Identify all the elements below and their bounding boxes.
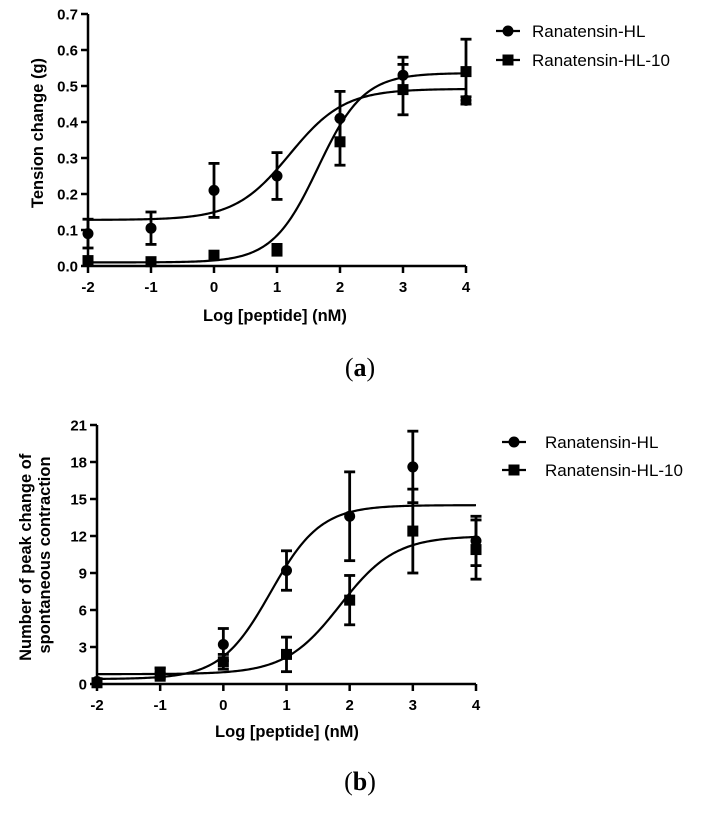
panel-b-y-axis-title: Number of peak change of spontaneous con… <box>17 449 54 661</box>
panel-a-point-square <box>460 66 472 78</box>
panel-a-point-circle <box>271 170 283 182</box>
panel-a-legend-circle-marker <box>502 25 514 37</box>
panel-a-point-circle <box>145 222 157 234</box>
panel-b-x-tick-label: 2 <box>345 697 353 714</box>
panel-a-point-square <box>397 84 409 96</box>
panel-a-caption-open: ( <box>345 353 354 382</box>
panel-a-legend-label-2: Ranatensin-HL-10 <box>532 51 670 70</box>
panel-a-point-square <box>145 256 157 268</box>
panel-a-point-square <box>271 244 283 256</box>
panel-b-point-square <box>344 594 356 606</box>
panel-b-y-axis-title-line-2: spontaneous contraction <box>36 456 54 653</box>
panel-a-x-tick-label: 4 <box>462 279 471 296</box>
panel-b-x-tick-label: -1 <box>153 697 166 714</box>
panel-b-point-square <box>407 525 419 537</box>
panel-b-point-circle <box>407 461 419 473</box>
panel-b-legend: Ranatensin-HL Ranatensin-HL-10 <box>502 433 683 480</box>
panel-a-chart: 0.0 0.1 0.2 0.3 0.4 0.5 0.6 0.7 -2 -1 0 1 2 3 4 Tensio… <box>29 7 670 383</box>
panel-b-y-tick-label: 15 <box>70 492 87 509</box>
panel-b-legend-circle-marker <box>508 436 520 448</box>
panel-b-x-tick-label: -2 <box>90 697 103 714</box>
panel-a-y-tick-label: 0.3 <box>57 151 78 168</box>
panel-b-legend-label-1: Ranatensin-HL <box>545 433 658 452</box>
panel-a-y-tick-label: 0.1 <box>57 223 78 240</box>
panel-a-caption-letter: a <box>354 353 367 382</box>
panel-a-y-tick-label: 0.6 <box>57 43 78 60</box>
panel-b-y-tick-label: 0 <box>79 677 87 694</box>
panel-a-x-tick-label: 0 <box>210 279 218 296</box>
panel-b-point-square <box>470 544 482 556</box>
panel-b-y-tick-label: 12 <box>70 529 87 546</box>
panel-a-y-tick-label: 0.5 <box>57 79 78 96</box>
panel-b-x-tick-label: 4 <box>472 697 481 714</box>
panel-a-x-tick-label: 2 <box>336 279 344 296</box>
panel-a-x-tick-label: -2 <box>81 279 94 296</box>
panel-a-legend: Ranatensin-HL Ranatensin-HL-10 <box>496 22 670 70</box>
panel-a-y-tick-label: 0.0 <box>57 259 78 276</box>
panel-b-y-axis-title-line-1: Number of peak change of <box>17 453 35 661</box>
panel-a-legend-square-marker <box>502 54 514 66</box>
panel-b-x-tick-label: 3 <box>409 697 417 714</box>
panel-a-marks <box>82 37 472 268</box>
panel-a-x-tick-label: -1 <box>144 279 157 296</box>
panel-a-point-square <box>334 136 346 148</box>
panel-a-point-circle <box>208 184 220 196</box>
panel-a-y-tick-label: 0.2 <box>57 187 78 204</box>
panel-a-x-axis-title: Log [peptide] (nM) <box>203 307 347 325</box>
panel-b-x-tick-label: 1 <box>282 697 290 714</box>
panel-b-caption-close: ) <box>367 767 376 796</box>
panel-b-point-circle <box>344 510 356 522</box>
panel-a-caption: (a) <box>345 353 375 382</box>
panel-b-caption: (b) <box>344 767 376 796</box>
panel-a-y-tick-label: 0.4 <box>57 115 79 132</box>
panel-b-point-square <box>281 648 292 660</box>
panel-a-caption-close: ) <box>367 353 376 382</box>
panel-a-y-axis-title: Tension change (g) <box>29 58 47 208</box>
panel-a-x-tick-label: 1 <box>273 279 281 296</box>
panel-b-y-tick-label: 18 <box>70 455 87 472</box>
panel-b-point-square <box>154 668 166 680</box>
panel-b-marks <box>91 429 482 689</box>
panel-a-y-tick-label: 0.7 <box>57 7 78 24</box>
panel-a-legend-label-1: Ranatensin-HL <box>532 22 645 41</box>
panel-b-caption-letter: b <box>353 767 367 796</box>
panel-b-point-square <box>217 656 229 668</box>
panel-b-x-axis-title: Log [peptide] (nM) <box>215 723 359 741</box>
panel-b-y-tick-label: 6 <box>79 603 87 620</box>
panel-a-x-tick-label: 3 <box>399 279 407 296</box>
panel-a-ticks: 0.0 0.1 0.2 0.3 0.4 0.5 0.6 0.7 -2 -1 0 1 2 3 4 <box>57 7 471 297</box>
panel-b-point-circle <box>217 639 229 651</box>
panel-a-point-square <box>208 249 220 261</box>
panel-b-point-circle <box>281 565 292 577</box>
panel-b-legend-label-2: Ranatensin-HL-10 <box>545 461 683 480</box>
panel-b-y-tick-label: 21 <box>70 418 87 435</box>
panel-b-caption-open: ( <box>344 767 353 796</box>
panel-b-x-tick-label: 0 <box>219 697 227 714</box>
panel-b-legend-square-marker <box>508 464 520 476</box>
panel-b-y-tick-label: 9 <box>79 566 87 583</box>
panel-b-y-tick-label: 3 <box>79 640 87 657</box>
